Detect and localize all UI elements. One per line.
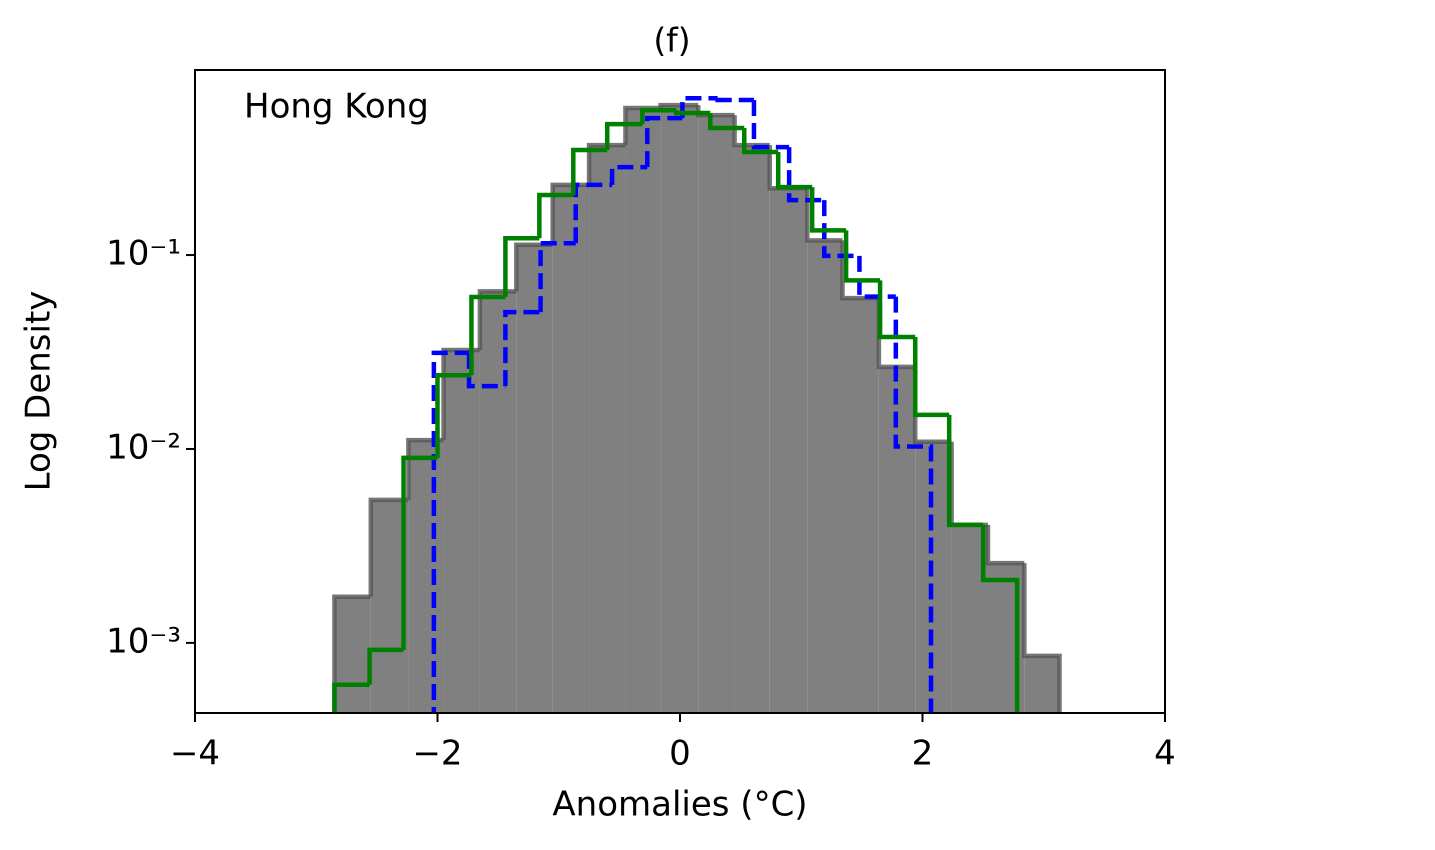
histogram-bar: [1024, 655, 1060, 713]
y-axis-label: Log Density: [19, 291, 59, 492]
histogram-step: [431, 350, 470, 713]
histogram-bar: [807, 240, 843, 713]
histogram-step: [946, 414, 984, 528]
histogram-step: [658, 102, 699, 109]
x-tick-label: 0: [669, 734, 691, 774]
histogram-step: [674, 110, 711, 116]
y-tick-label: 10⁻¹: [106, 234, 181, 274]
histogram-bar: [479, 291, 517, 713]
histogram-bar: [334, 596, 371, 713]
histogram-step: [367, 647, 404, 685]
histogram-bar: [734, 145, 770, 713]
x-tick-label: −4: [170, 734, 220, 774]
x-tick-label: 4: [1154, 734, 1176, 774]
histogram-bar: [698, 115, 735, 713]
histogram-step: [805, 188, 843, 243]
histogram-step: [586, 142, 626, 185]
histogram-step: [985, 524, 1025, 566]
histogram-step: [571, 147, 608, 196]
histogram-bar: [660, 105, 699, 713]
histogram-bar: [443, 349, 480, 713]
histogram-step: [912, 366, 952, 444]
histogram-step: [538, 241, 576, 313]
histogram-step: [368, 497, 409, 597]
histogram-step: [503, 309, 541, 387]
histogram-step: [742, 128, 779, 155]
histogram-bar: [552, 184, 590, 713]
histogram-step: [912, 336, 950, 418]
histogram-bar: [625, 108, 661, 713]
histogram-bar: [915, 441, 952, 713]
histogram-step: [980, 524, 1020, 713]
chart-title: (f): [653, 21, 690, 60]
histogram-bar: [769, 188, 808, 713]
histogram-step: [537, 192, 574, 239]
histogram-bar: [589, 145, 626, 713]
histogram-step: [775, 151, 813, 190]
histogram-step: [949, 441, 988, 528]
histogram-step: [514, 242, 553, 292]
histogram-step: [332, 682, 370, 713]
histogram-step: [466, 352, 506, 389]
histogram-step: [893, 296, 934, 713]
histogram-step: [435, 372, 472, 458]
histogram-step: [640, 108, 677, 125]
histogram-step: [605, 121, 643, 151]
histogram-bar: [408, 440, 444, 713]
histogram-step: [877, 280, 916, 340]
histogram-step: [503, 236, 540, 297]
histogram-step: [441, 347, 480, 441]
histogram-step: [751, 100, 790, 150]
histogram-step: [1022, 563, 1062, 713]
histogram-step: [809, 187, 847, 233]
histogram-step: [469, 294, 506, 376]
histogram-step: [708, 113, 745, 131]
histogram-step: [843, 230, 881, 283]
histogram-bar: [516, 244, 553, 713]
y-tick-label: 10⁻³: [106, 621, 181, 661]
histogram-step: [609, 164, 648, 185]
x-tick-label: −2: [412, 734, 462, 774]
histogram-step: [857, 255, 896, 299]
y-tick-label: 10⁻²: [106, 427, 181, 467]
histogram-step: [645, 115, 683, 168]
x-tick-label: 2: [912, 734, 934, 774]
histogram-bar: [842, 298, 879, 713]
histogram-step: [715, 97, 754, 103]
histogram-step: [573, 182, 613, 244]
histogram-step: [401, 455, 438, 650]
plot-area: [332, 95, 1062, 713]
x-axis-label: Anomalies (°C): [552, 785, 807, 825]
annotation: Hong Kong: [244, 87, 429, 127]
histogram-step: [332, 594, 371, 713]
